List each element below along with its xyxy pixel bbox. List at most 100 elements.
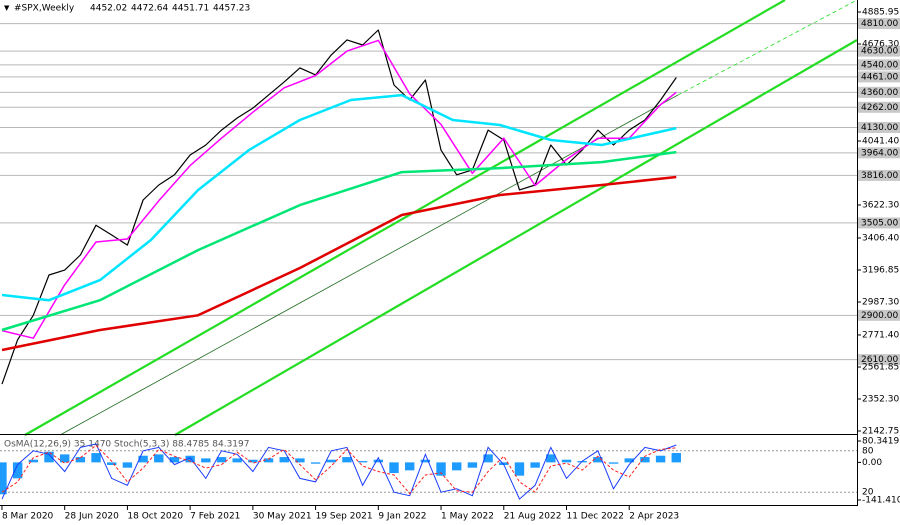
y-tick-label: -141.4101 <box>862 496 900 506</box>
osma-bar <box>122 462 133 468</box>
ohlc-high: 4472.64 <box>131 4 168 14</box>
level-box <box>858 59 900 71</box>
osma-bar <box>452 462 462 471</box>
stoch-line <box>1 443 677 500</box>
level-label: 4810.00 <box>861 19 898 29</box>
level-box <box>858 147 900 159</box>
osma-bar <box>640 457 650 463</box>
osma-bar <box>310 462 321 464</box>
ohlc-close: 4457.23 <box>213 4 250 14</box>
osma-bar <box>91 453 101 463</box>
moving-average <box>1 93 677 302</box>
moving-average <box>1 175 677 352</box>
stoch-line <box>1 444 677 495</box>
osma-bar <box>389 462 399 474</box>
trend-line <box>677 0 858 96</box>
y-tick-label: 2561.85 <box>862 362 899 372</box>
ohlc-low: 4451.71 <box>172 4 209 14</box>
y-tick-label: 2987.30 <box>862 298 899 308</box>
osma-bar <box>138 455 148 463</box>
osma-bar <box>624 458 634 463</box>
price-panel: 4810.00 4630.00 4540.00 4461.00 4360.00 4262.… <box>0 0 900 506</box>
x-tick-label: 19 Sep 2021 <box>316 512 373 522</box>
y-tick-label: 2352.30 <box>862 394 899 404</box>
level-box <box>858 354 900 366</box>
y-tick-label: 80.3419 <box>862 436 899 446</box>
osma-bar <box>546 454 556 463</box>
trend-channel <box>24 0 858 436</box>
level-box <box>858 45 900 57</box>
y-tick-label: 2142.75 <box>862 426 899 436</box>
osma-bar <box>483 454 493 463</box>
level-box <box>858 18 900 30</box>
osma-bar <box>671 453 681 463</box>
osma-bar <box>530 462 540 468</box>
osma-bar <box>326 459 336 463</box>
collapse-icon: ▼ <box>4 4 10 12</box>
osma-bar <box>561 459 572 463</box>
indicator-panel: OsMA(12,26,9) 35.1470 Stoch(5,3,3) 88.47… <box>0 440 861 501</box>
level-label: 4461.00 <box>861 72 898 82</box>
x-tick-label: 11 Dec 2022 <box>566 512 624 522</box>
osma-bar <box>28 459 39 463</box>
osma-bar <box>216 457 227 463</box>
osma-bar <box>467 462 478 468</box>
y-tick-label: 3196.85 <box>862 265 899 275</box>
x-tick-label: 2 Apr 2023 <box>629 512 679 522</box>
osma-bar <box>342 457 352 463</box>
level-label: 2610.00 <box>861 355 898 365</box>
x-tick-label: 30 May 2021 <box>253 512 312 522</box>
moving-average <box>1 39 677 339</box>
level-label: 3816.00 <box>861 171 898 181</box>
x-tick-label: 9 Jan 2022 <box>378 512 426 522</box>
osma-bar <box>404 462 415 471</box>
level-label: 4360.00 <box>861 88 898 98</box>
osma-bar <box>608 462 619 464</box>
osma-bar <box>655 455 666 463</box>
osma-bar <box>12 462 23 479</box>
osma-bar <box>420 459 431 463</box>
ohlc-open: 4452.02 <box>90 4 127 14</box>
level-label: 4540.00 <box>861 60 898 70</box>
level-label: 3964.00 <box>861 148 898 158</box>
y2-tick-label: 80 <box>862 446 874 456</box>
x-tick-label: 18 Oct 2020 <box>127 512 183 522</box>
y-tick-label: 4885.95 <box>862 7 899 17</box>
y-axis: 4810.00 4630.00 4540.00 4461.00 4360.00 4262.… <box>857 7 900 506</box>
osma-bar <box>232 458 242 463</box>
channel-line <box>174 39 858 436</box>
x-tick-label: 28 Jun 2020 <box>65 512 119 522</box>
osma-bar <box>373 459 384 463</box>
indicator-title: OsMA(12,26,9) 35.1470 Stoch(5,3,3) 88.47… <box>4 440 250 450</box>
y2-tick-label: 20 <box>862 488 874 498</box>
osma-bar <box>154 454 164 463</box>
moving-average <box>1 150 677 332</box>
x-tick-label: 7 Feb 2021 <box>190 512 240 522</box>
osma-bar <box>248 459 258 463</box>
channel-line <box>24 0 786 436</box>
y-tick-label: 3406.40 <box>862 233 899 243</box>
y-tick-label: 3622.30 <box>862 201 899 211</box>
trend-line <box>59 94 679 436</box>
osma-bar <box>357 461 368 463</box>
level-label: 2900.00 <box>861 311 898 321</box>
level-box <box>858 217 900 229</box>
osma-bar <box>75 457 86 463</box>
osma-bar <box>201 458 211 463</box>
level-box <box>858 101 900 113</box>
osma-bar <box>0 462 7 495</box>
osma-bar <box>44 451 54 463</box>
osma-bar <box>279 457 289 463</box>
osma-bar <box>499 462 509 466</box>
level-box <box>858 71 900 83</box>
level-label: 4630.00 <box>861 47 898 57</box>
osma-bar <box>295 458 305 463</box>
level-label: 3505.00 <box>861 218 898 228</box>
levels <box>0 23 857 361</box>
osma-bar <box>514 462 525 476</box>
osma-bar <box>185 455 195 463</box>
level-box <box>858 169 900 181</box>
y-tick-label: 4676.30 <box>862 40 899 50</box>
